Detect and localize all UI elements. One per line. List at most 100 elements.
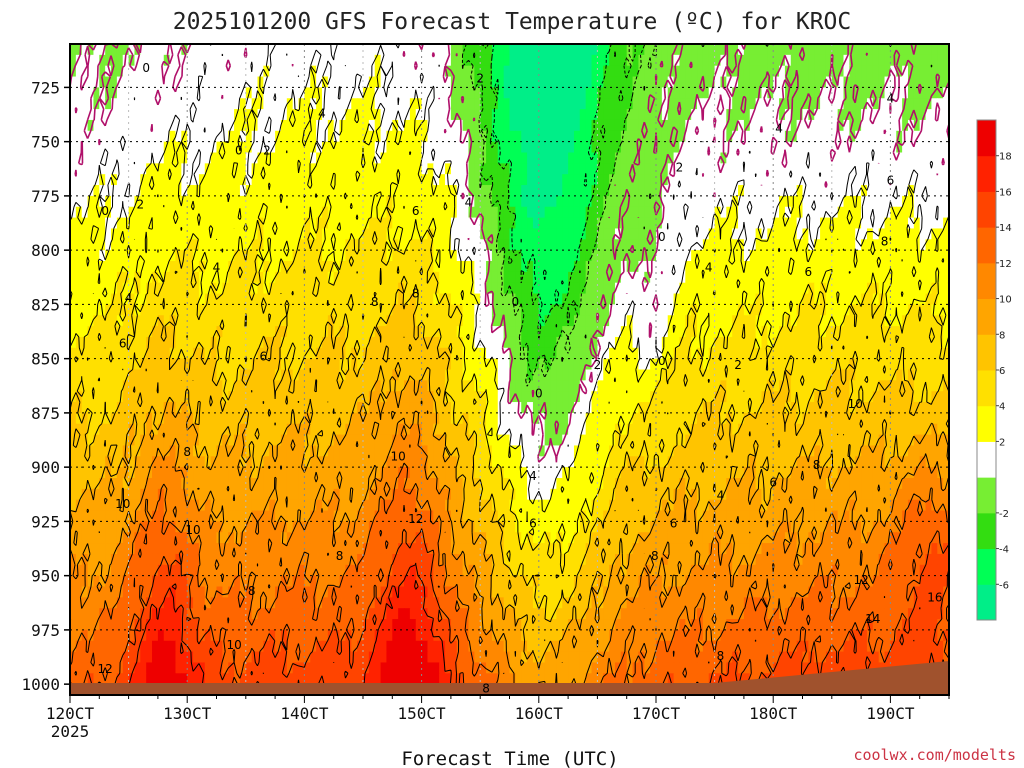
temperature-cell [351, 326, 358, 338]
temperature-cell [931, 347, 938, 360]
temperature-cell [70, 239, 77, 251]
temperature-cell [105, 282, 112, 295]
temperature-cell [228, 271, 235, 284]
temperature-cell [591, 293, 598, 305]
temperature-cell [351, 304, 358, 316]
temperature-cell [181, 347, 188, 360]
temperature-cell [521, 185, 528, 197]
temperature-cell [409, 293, 417, 305]
temperature-cell [450, 391, 458, 403]
temperature-cell [409, 391, 417, 403]
temperature-cell [708, 130, 716, 143]
temperature-cell [275, 195, 282, 208]
temperature-cell [99, 44, 106, 56]
temperature-cell [743, 44, 751, 56]
temperature-cell [849, 109, 856, 121]
temperature-cell [720, 174, 727, 186]
temperature-cell [562, 163, 569, 175]
temperature-cell [421, 152, 429, 164]
temperature-cell [222, 141, 229, 154]
temperature-cell [720, 87, 727, 99]
temperature-cell [181, 402, 188, 414]
temperature-cell [726, 141, 733, 154]
temperature-cell [825, 185, 833, 197]
temperature-cell [503, 239, 511, 251]
temperature-cell [433, 44, 440, 56]
temperature-cell [157, 119, 165, 132]
temperature-cell [140, 304, 147, 316]
temperature-cell [363, 391, 370, 403]
temperature-cell [427, 336, 434, 349]
temperature-cell [152, 315, 159, 327]
temperature-cell [298, 402, 305, 414]
temperature-cell [925, 358, 933, 371]
temperature-cell [579, 315, 587, 327]
temperature-cell [614, 358, 622, 371]
temperature-cell [626, 293, 634, 305]
temperature-cell [87, 174, 95, 186]
temperature-cell [579, 304, 587, 316]
temperature-cell [644, 326, 651, 338]
temperature-cell [831, 293, 839, 305]
temperature-cell [943, 98, 949, 110]
temperature-cell [755, 358, 763, 371]
temperature-cell [304, 174, 311, 186]
temperature-cell [614, 315, 622, 327]
temperature-cell [357, 347, 364, 360]
temperature-cell [755, 119, 763, 132]
temperature-cell [222, 119, 229, 132]
temperature-cell [87, 358, 95, 371]
temperature-cell [491, 76, 499, 88]
temperature-cell [234, 54, 241, 67]
temperature-cell [913, 391, 921, 403]
temperature-cell [480, 76, 487, 88]
temperature-cell [152, 163, 159, 175]
temperature-cell [497, 44, 505, 56]
temperature-cell [415, 271, 423, 284]
temperature-cell [263, 293, 270, 305]
temperature-cell [146, 304, 153, 316]
temperature-cell [462, 228, 470, 240]
temperature-cell [363, 326, 370, 338]
temperature-cell [263, 261, 270, 273]
temperature-cell [638, 347, 645, 360]
temperature-cell [134, 326, 141, 338]
temperature-cell [697, 304, 704, 316]
temperature-cell [105, 358, 112, 371]
temperature-cell [626, 369, 634, 381]
temperature-cell [732, 44, 739, 56]
temperature-cell [415, 391, 423, 403]
temperature-cell [820, 76, 827, 88]
temperature-cell [761, 206, 768, 219]
temperature-cell [404, 347, 411, 360]
temperature-cell [538, 98, 546, 110]
temperature-cell [890, 54, 897, 67]
temperature-cell [204, 304, 212, 316]
temperature-cell [257, 206, 264, 219]
temperature-cell [872, 163, 880, 175]
temperature-cell [503, 217, 511, 230]
temperature-cell [415, 250, 423, 262]
temperature-cell [181, 163, 188, 175]
temperature-cell [761, 119, 768, 132]
temperature-cell [263, 358, 270, 371]
temperature-cell [509, 326, 516, 338]
temperature-cell [152, 304, 159, 316]
temperature-cell [808, 87, 815, 99]
temperature-cell [128, 152, 136, 164]
temperature-cell [486, 44, 493, 56]
temperature-cell [193, 195, 200, 208]
temperature-cell [99, 336, 106, 349]
temperature-cell [99, 293, 106, 305]
temperature-cell [175, 239, 182, 251]
temperature-cell [603, 391, 610, 403]
temperature-cell [697, 347, 704, 360]
temperature-cell [597, 152, 604, 164]
temperature-cell [286, 152, 294, 164]
temperature-cell [685, 326, 692, 338]
temperature-cell [140, 87, 147, 99]
temperature-cell [626, 76, 634, 88]
temperature-cell [474, 271, 481, 284]
temperature-cell [357, 369, 364, 381]
temperature-cell [257, 391, 264, 403]
